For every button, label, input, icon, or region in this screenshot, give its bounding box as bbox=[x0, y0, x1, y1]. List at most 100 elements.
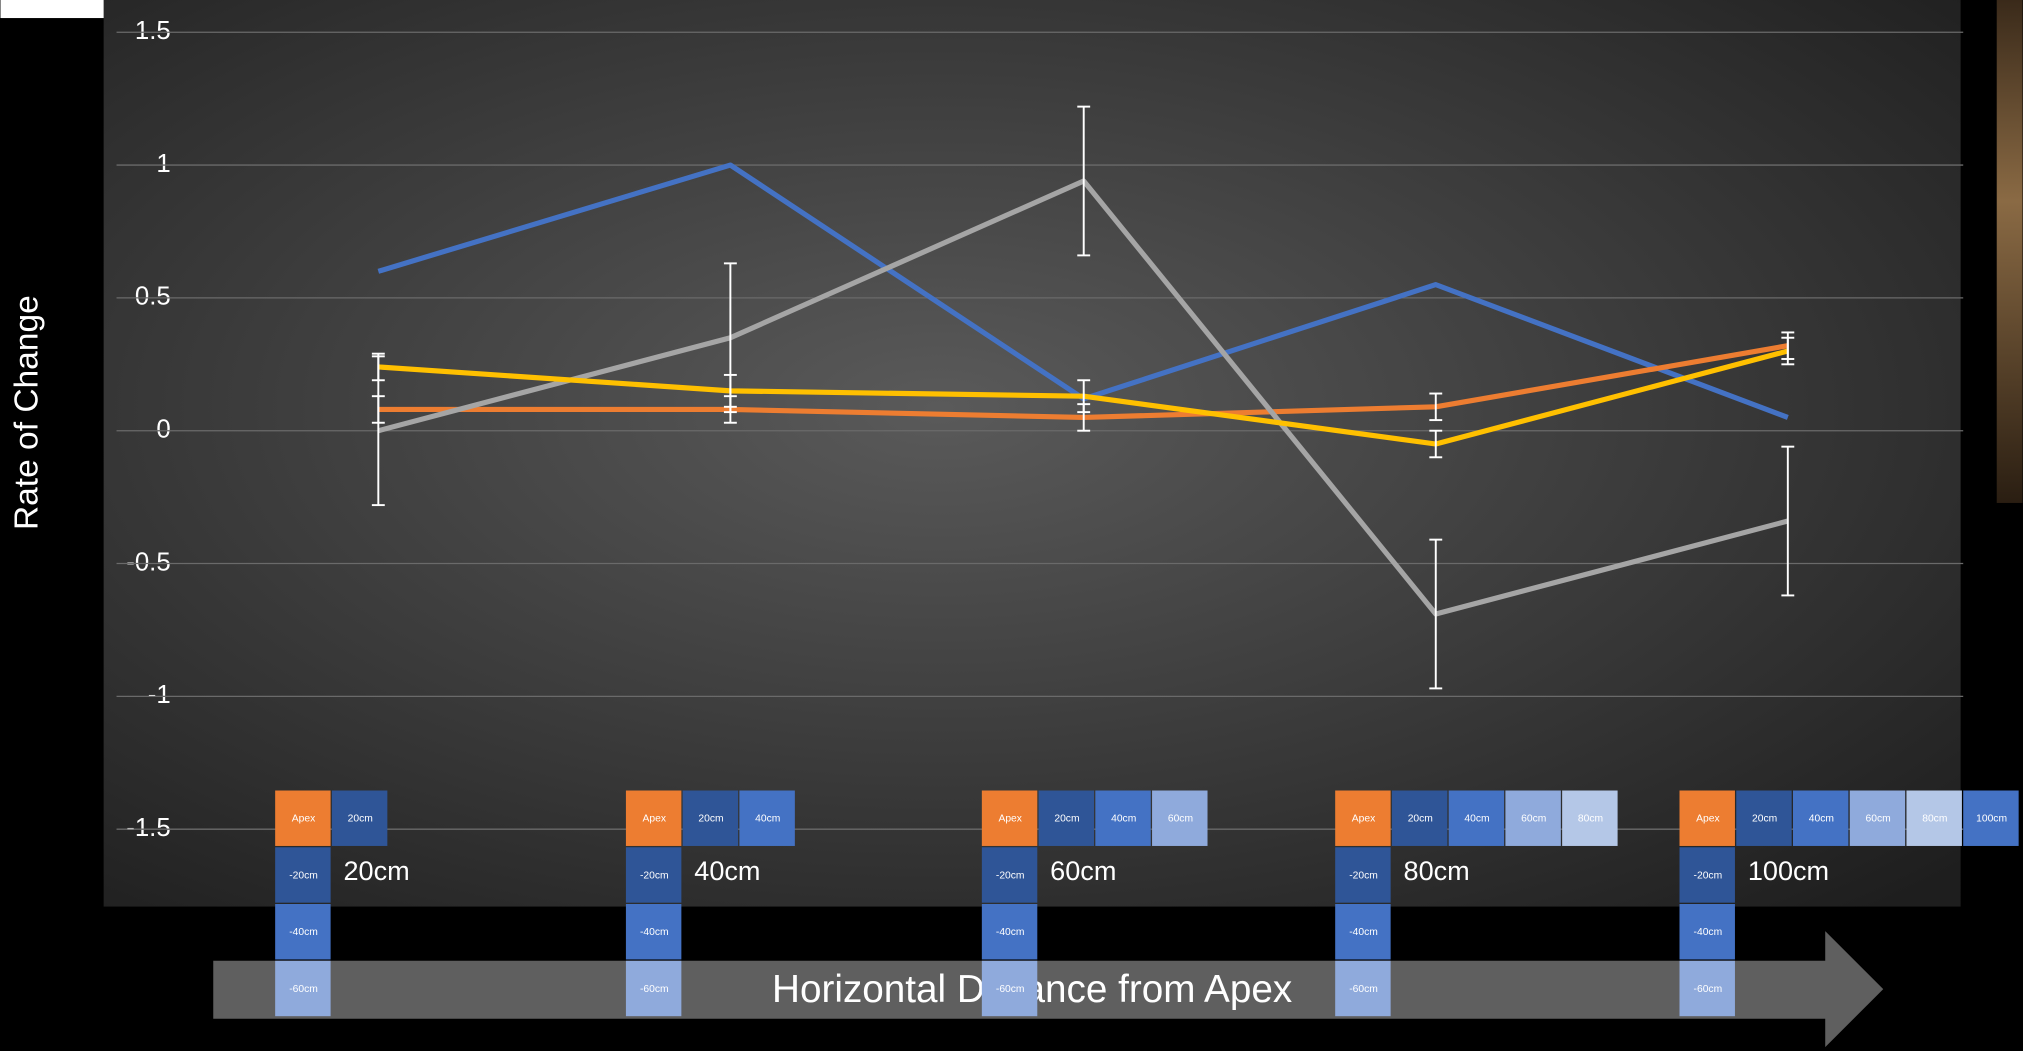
column-label: Apex bbox=[643, 814, 667, 825]
row-label: -60cm bbox=[640, 984, 669, 995]
error-bar bbox=[1429, 538, 1443, 690]
column-box bbox=[275, 790, 331, 846]
corner bbox=[0, 0, 104, 19]
row-label: -40cm bbox=[1349, 927, 1378, 938]
depth-diagram: Apex 20cm 40cm -20cm -40cm -60cm 40cm bbox=[625, 790, 795, 1017]
column-label: 80cm bbox=[1922, 814, 1947, 825]
x-tick-label: 100cm bbox=[1748, 855, 1829, 886]
row-label: -60cm bbox=[289, 984, 318, 995]
row-box bbox=[275, 903, 331, 960]
error-bar bbox=[1429, 429, 1443, 459]
row-label: -20cm bbox=[289, 870, 318, 881]
row-box bbox=[981, 847, 1038, 903]
error-bar bbox=[1429, 392, 1443, 422]
y-tick-label: 1.5 bbox=[135, 17, 171, 45]
row-label: -40cm bbox=[289, 927, 318, 938]
row-box bbox=[1335, 903, 1391, 960]
depth-diagram: Apex 20cm 40cm 60cm 80cm 100cm -20cm -40cm -60cm… bbox=[1679, 790, 2019, 1017]
row-box bbox=[625, 847, 682, 903]
column-label: 100cm bbox=[1976, 814, 2007, 825]
row-label: -20cm bbox=[996, 870, 1025, 881]
column-box bbox=[739, 790, 795, 846]
column-label: 20cm bbox=[1054, 814, 1079, 825]
column-label: 40cm bbox=[755, 814, 780, 825]
column-label: 60cm bbox=[1168, 814, 1193, 825]
error-bar bbox=[371, 352, 385, 382]
depth-diagram: Apex 20cm 40cm 60cm -20cm -40cm -60cm 60cm bbox=[981, 790, 1208, 1017]
row-box bbox=[981, 960, 1038, 1017]
row-label: -60cm bbox=[1349, 984, 1378, 995]
depth-diagram: Apex 20cm 40cm 60cm 80cm -20cm -40cm -60cm 80cm bbox=[1335, 790, 1618, 1017]
row-label: -40cm bbox=[996, 927, 1025, 938]
column-box bbox=[1679, 790, 1735, 846]
depth-diagram: Apex 20cm -20cm -40cm -60cm 20cm bbox=[275, 790, 410, 1017]
column-label: Apex bbox=[292, 814, 316, 825]
photo-edge bbox=[1996, 0, 2023, 503]
plot-area bbox=[103, 0, 1961, 907]
row-box bbox=[1679, 903, 1735, 960]
column-box bbox=[1448, 790, 1505, 846]
row-label: -40cm bbox=[1694, 927, 1723, 938]
y-tick-label: 1 bbox=[156, 150, 170, 178]
row-box bbox=[1335, 960, 1391, 1017]
column-label: 20cm bbox=[1408, 814, 1433, 825]
column-box bbox=[331, 790, 388, 846]
row-box bbox=[275, 960, 331, 1017]
x-tick-label: 80cm bbox=[1404, 855, 1470, 886]
y-tick-label: -1.5 bbox=[126, 814, 170, 842]
x-tick-label: 60cm bbox=[1050, 855, 1116, 886]
x-tick-label: 40cm bbox=[694, 855, 760, 886]
column-label: 40cm bbox=[1111, 814, 1136, 825]
x-tick-label: 20cm bbox=[344, 855, 410, 886]
error-bar bbox=[1077, 105, 1091, 257]
row-box bbox=[1335, 847, 1391, 903]
column-label: 80cm bbox=[1578, 814, 1603, 825]
column-label: Apex bbox=[1696, 814, 1720, 825]
column-box bbox=[1963, 790, 2019, 846]
column-box bbox=[682, 790, 739, 846]
row-box bbox=[625, 903, 682, 960]
row-box bbox=[625, 960, 682, 1017]
column-label: Apex bbox=[1352, 814, 1376, 825]
column-box bbox=[1736, 790, 1792, 846]
row-box bbox=[1679, 847, 1735, 903]
row-box bbox=[1679, 960, 1735, 1017]
column-box bbox=[625, 790, 682, 846]
y-tick-label: 0 bbox=[156, 416, 170, 444]
column-label: 60cm bbox=[1865, 814, 1890, 825]
error-bar bbox=[1077, 379, 1091, 414]
y-tick-label: 0.5 bbox=[135, 283, 171, 311]
column-label: 60cm bbox=[1521, 814, 1546, 825]
row-label: -20cm bbox=[1694, 870, 1723, 881]
y-tick-label: -0.5 bbox=[126, 548, 170, 576]
column-box bbox=[1792, 790, 1849, 846]
column-box bbox=[1906, 790, 1962, 846]
column-box bbox=[1505, 790, 1561, 846]
column-box bbox=[1849, 790, 1906, 846]
arrow-shape bbox=[213, 931, 1884, 1048]
column-box bbox=[1038, 790, 1095, 846]
row-label: -20cm bbox=[1349, 870, 1378, 881]
row-label: -60cm bbox=[996, 984, 1025, 995]
row-box bbox=[275, 847, 331, 903]
column-label: 20cm bbox=[1752, 814, 1777, 825]
column-box bbox=[1335, 790, 1391, 846]
error-bar bbox=[1781, 445, 1795, 597]
row-label: -20cm bbox=[640, 870, 669, 881]
column-label: 40cm bbox=[1809, 814, 1834, 825]
column-box bbox=[981, 790, 1038, 846]
column-box bbox=[1095, 790, 1151, 846]
column-box bbox=[1391, 790, 1448, 846]
error-bar bbox=[1781, 336, 1795, 366]
column-label: Apex bbox=[998, 814, 1022, 825]
column-label: 20cm bbox=[348, 814, 373, 825]
column-box bbox=[1562, 790, 1618, 846]
error-bar bbox=[723, 373, 737, 408]
row-box bbox=[981, 903, 1038, 960]
y-tick-label: -1 bbox=[148, 681, 171, 709]
row-label: -60cm bbox=[1694, 984, 1723, 995]
row-label: -40cm bbox=[640, 927, 669, 938]
y-axis-title: Rate of Change bbox=[9, 295, 46, 530]
column-label: 40cm bbox=[1464, 814, 1489, 825]
